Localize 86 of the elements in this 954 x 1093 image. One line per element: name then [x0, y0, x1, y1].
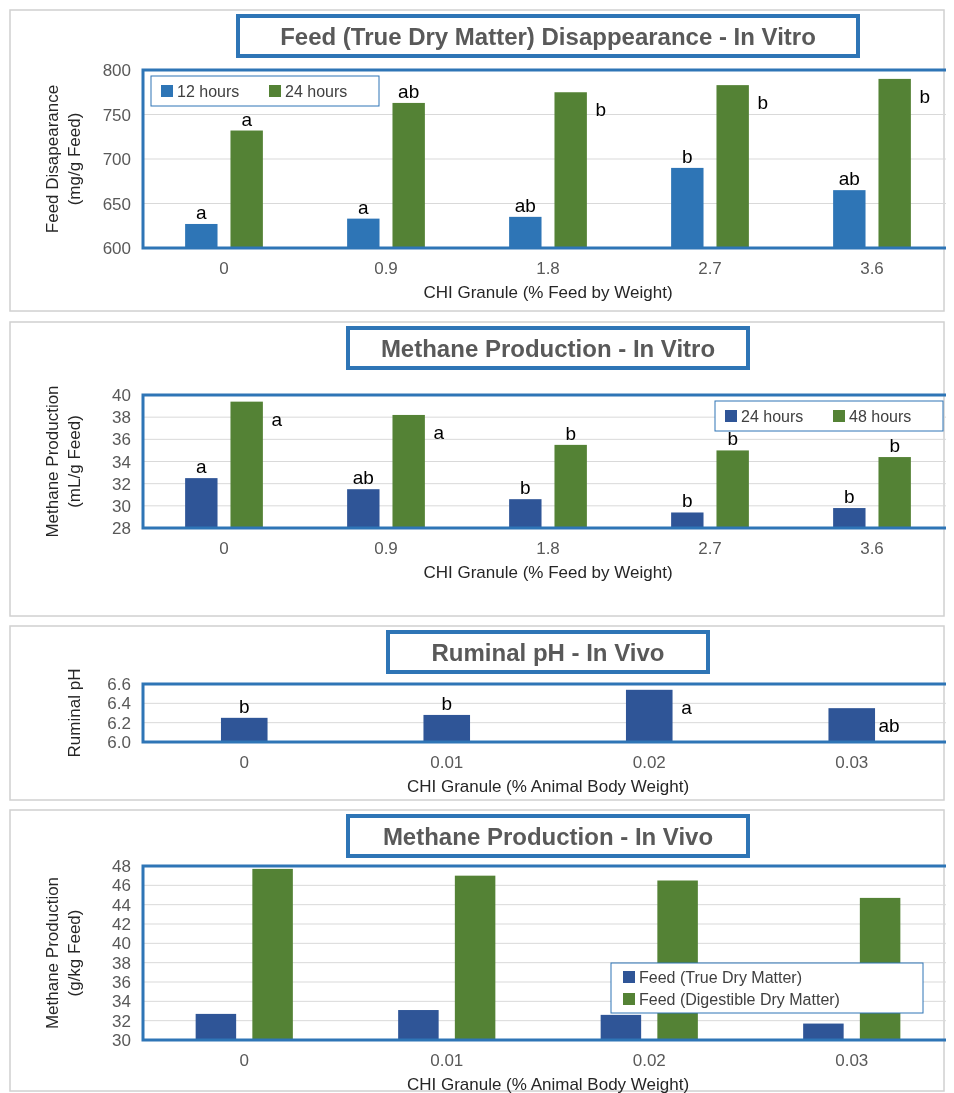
y-tick-label: 700: [102, 150, 131, 169]
x-tick-label: 1.8: [536, 259, 560, 278]
y-tick-label: 36: [112, 973, 131, 992]
data-label: a: [681, 696, 693, 718]
y-tick-label: 750: [102, 105, 131, 125]
x-tick-label: 2.7: [698, 539, 722, 558]
y-axis-title: Feed Disapearance (mg/g Feed): [43, 84, 84, 234]
data-label: b: [441, 692, 453, 714]
y-tick-label: 650: [102, 194, 131, 214]
x-tick-label: 2.7: [698, 259, 722, 278]
data-label: b: [595, 99, 607, 121]
y-axis-title: Methane Production (g/kg Feed): [43, 876, 84, 1030]
y-tick-label: 28: [112, 519, 131, 538]
data-label: b: [682, 490, 693, 512]
chart-title: Feed (True Dry Matter) Disappearance - In Vitro: [280, 23, 816, 50]
legend-label: Feed (Digestible Dry Matter): [639, 991, 840, 1008]
y-tick-label: 30: [112, 496, 131, 516]
y-tick-label: 800: [102, 61, 131, 80]
y-tick-label: 6.4: [107, 694, 131, 714]
data-label: a: [358, 196, 370, 218]
data-label: b: [238, 695, 250, 717]
y-tick-label: 48: [112, 857, 131, 876]
x-tick-label: 0: [239, 1051, 249, 1070]
y-tick-label: 6.0: [107, 733, 131, 752]
y-tick-label: 6.6: [107, 675, 131, 694]
x-axis-title: CHI Granule (% Animal Body Weight): [406, 777, 690, 796]
y-tick-label: 42: [112, 915, 131, 934]
legend-label: 12 hours: [177, 83, 240, 100]
legend-label: 24 hours: [741, 408, 804, 425]
x-axis-title: CHI Granule (% Feed by Weight): [423, 563, 673, 582]
legend-label: 24 hours: [285, 83, 348, 100]
y-tick-label: 600: [102, 239, 131, 258]
y-tick-label: 38: [112, 953, 131, 973]
x-tick-label: 0: [239, 753, 249, 772]
y-tick-label: 6.2: [107, 713, 131, 733]
data-label: b: [889, 435, 900, 457]
y-tick-label: 46: [112, 876, 131, 896]
data-label: a: [196, 201, 208, 223]
x-axis-title: CHI Granule (% Animal Body Weight): [406, 1075, 690, 1093]
x-tick-label: 0.02: [632, 753, 666, 772]
x-tick-label: 0.03: [835, 753, 869, 772]
data-label: b: [565, 422, 576, 444]
x-tick-label: 0: [219, 259, 229, 278]
y-tick-label: 34: [112, 992, 131, 1012]
x-axis-title: CHI Granule (% Feed by Weight): [423, 283, 673, 302]
data-label: a: [433, 421, 445, 443]
x-tick-label: 0.02: [632, 1051, 666, 1070]
y-axis-title: Methane Production (mL/g Feed): [43, 385, 84, 538]
x-tick-label: 0.01: [430, 753, 464, 772]
data-label: b: [520, 477, 531, 499]
x-tick-label: 0.9: [374, 259, 398, 278]
y-tick-label: 38: [112, 408, 131, 428]
data-label: b: [844, 486, 855, 508]
y-tick-label: 36: [112, 430, 131, 450]
chart-title: Methane Production - In Vivo: [382, 823, 714, 850]
data-label: a: [196, 456, 208, 478]
x-tick-label: 0.9: [374, 539, 398, 558]
y-tick-label: 32: [112, 474, 131, 494]
data-label: a: [271, 408, 283, 430]
data-label: a: [241, 108, 253, 130]
data-label: ab: [878, 715, 900, 737]
x-tick-label: 3.6: [860, 539, 884, 558]
y-tick-label: 34: [112, 452, 131, 472]
y-axis-title: Ruminal pH: [65, 668, 84, 758]
data-label: ab: [838, 168, 860, 190]
legend-label: Feed (True Dry Matter): [639, 969, 802, 986]
x-tick-label: 0.01: [430, 1051, 464, 1070]
data-label: b: [919, 85, 931, 107]
chart-title: Ruminal pH - In Vivo: [431, 639, 665, 666]
y-tick-label: 30: [112, 1031, 131, 1050]
x-tick-label: 1.8: [536, 539, 560, 558]
y-tick-label: 40: [112, 386, 131, 405]
legend-label: 48 hours: [849, 408, 912, 425]
data-label: b: [682, 145, 693, 167]
data-label: ab: [398, 80, 420, 102]
x-tick-label: 3.6: [860, 259, 884, 278]
data-label: ab: [514, 194, 536, 216]
data-label: ab: [352, 467, 374, 489]
data-label: b: [757, 92, 769, 114]
x-tick-label: 0: [219, 539, 229, 558]
chart-title: Methane Production - In Vitro: [380, 335, 716, 362]
y-tick-label: 40: [112, 934, 131, 954]
y-tick-label: 32: [112, 1011, 131, 1031]
data-label: b: [727, 428, 738, 450]
y-tick-label: 44: [112, 895, 131, 915]
x-tick-label: 0.03: [835, 1051, 869, 1070]
